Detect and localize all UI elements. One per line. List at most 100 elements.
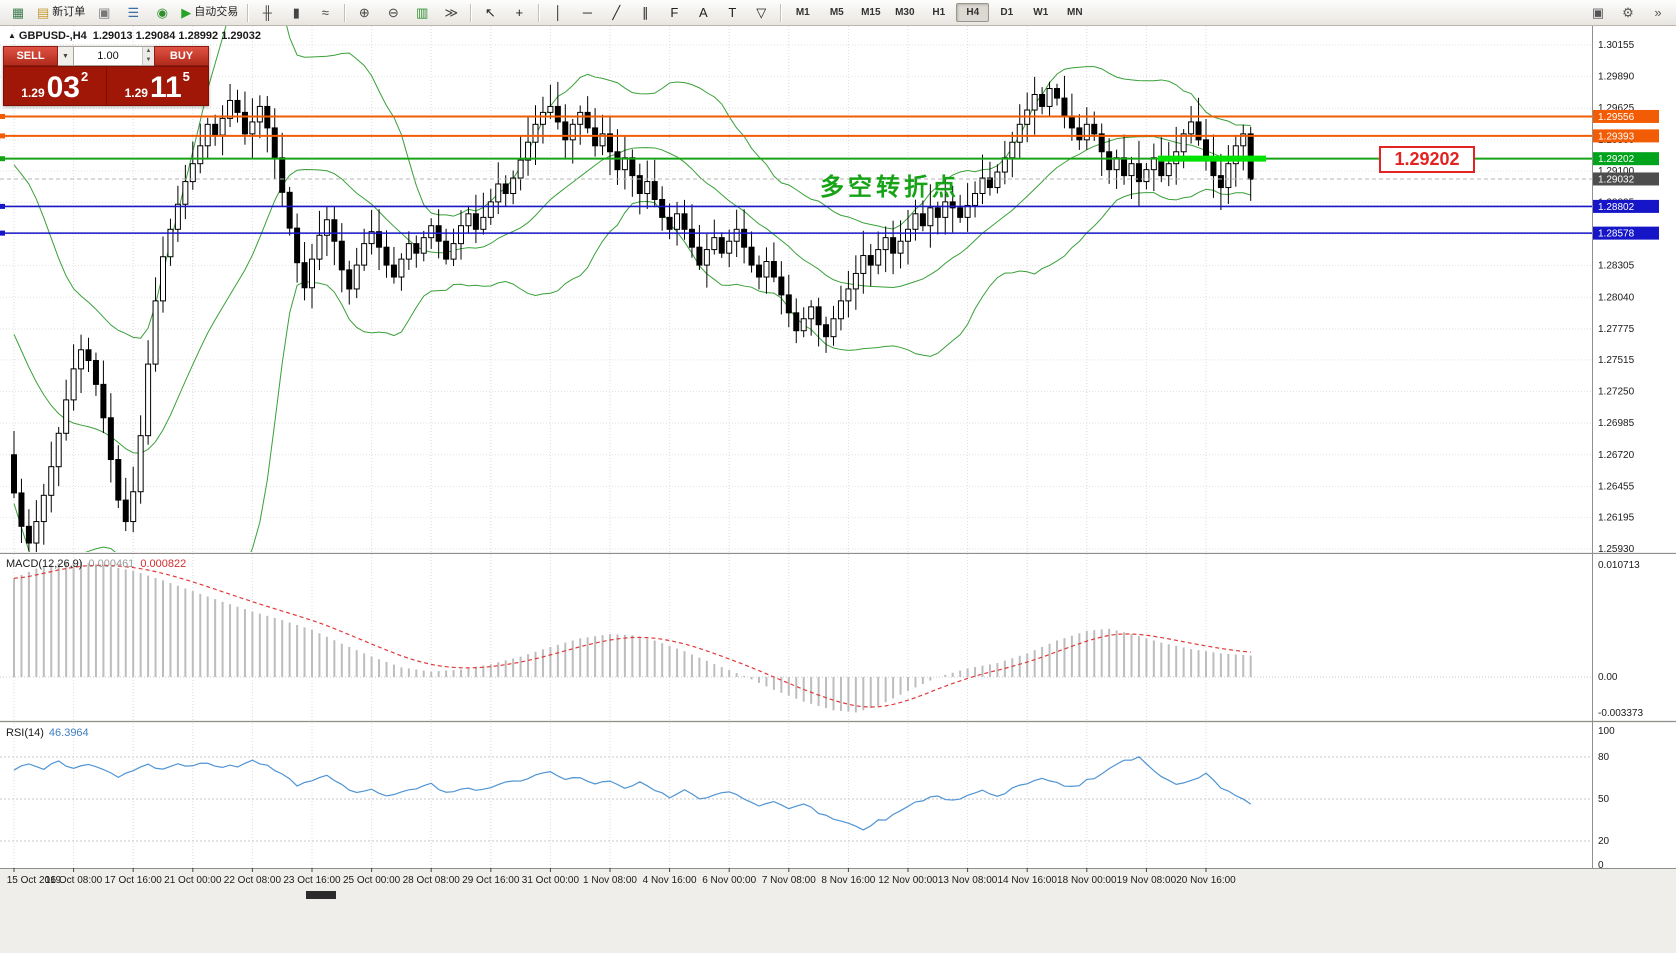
timeframe-h4-button[interactable]: H4 — [956, 3, 990, 22]
cursor-button[interactable]: ↖ — [476, 2, 504, 24]
horizontal-line-button-icon: ─ — [582, 5, 592, 20]
macd-axis-label: -0.003373 — [1598, 708, 1643, 719]
new-chart-button-icon: ▦ — [11, 5, 25, 20]
timeframe-m15-button[interactable]: M15 — [861, 7, 881, 18]
candle — [793, 312, 800, 332]
buy-price[interactable]: 1.29 11 5 — [107, 67, 209, 105]
timeframe-mn-button[interactable]: MN — [1067, 7, 1083, 18]
candle — [882, 237, 889, 251]
candle — [107, 417, 114, 461]
candle — [63, 399, 70, 434]
price-tag — [1593, 199, 1659, 213]
line-handle[interactable] — [0, 230, 5, 236]
candle — [979, 177, 986, 195]
time-axis-label: 16 Oct 08:00 — [45, 875, 103, 886]
text-button[interactable]: A — [689, 2, 717, 24]
candle — [48, 466, 55, 496]
rsi-axis-label: 100 — [1598, 726, 1615, 737]
spinner-down-icon[interactable]: ▼ — [143, 56, 154, 65]
candle — [1106, 151, 1113, 171]
candle — [271, 127, 278, 159]
new-chart-button[interactable]: ▦ — [4, 2, 32, 24]
price-level-annotation-box[interactable]: 1.29202 — [1379, 146, 1475, 173]
candle — [1203, 139, 1209, 159]
candle — [577, 111, 584, 125]
trendline-button[interactable]: ╱ — [602, 2, 630, 24]
candle — [122, 499, 129, 523]
channel-button[interactable]: ∥ — [631, 2, 659, 24]
buy-button[interactable]: BUY — [154, 46, 209, 66]
candle — [547, 105, 554, 113]
candle — [815, 306, 822, 326]
candle — [763, 261, 770, 278]
volume-dropdown-button[interactable]: ▼ — [58, 46, 74, 66]
candle — [152, 300, 159, 365]
timeframe-m1-button[interactable]: M1 — [795, 7, 810, 18]
chart-shift-button[interactable]: ≫ — [437, 2, 465, 24]
spinner-up-icon[interactable]: ▲ — [143, 47, 154, 56]
cursor-button-icon: ↖ — [484, 5, 496, 20]
auto-scroll-button[interactable]: ▥ — [408, 2, 436, 24]
turning-point-annotation: 多空转折点 — [820, 174, 960, 201]
line-handle[interactable] — [0, 113, 5, 119]
timeframe-d1-button[interactable]: D1 — [1000, 7, 1014, 18]
crosshair-button[interactable]: + — [505, 2, 533, 24]
toolbar-overflow-button[interactable]: » — [1644, 2, 1672, 24]
refresh-button[interactable]: ◉ — [148, 2, 176, 24]
time-axis-label: 7 Nov 08:00 — [762, 875, 816, 886]
volume-input[interactable]: 1.00 ▲ ▼ — [74, 46, 154, 66]
label-button-icon: T — [728, 5, 737, 20]
candle — [562, 121, 569, 141]
candle — [905, 228, 911, 242]
timeframe-m30-button[interactable]: M30 — [895, 7, 915, 18]
vertical-line-button[interactable]: │ — [544, 2, 572, 24]
bollinger-line — [13, 188, 1251, 552]
candle — [383, 246, 390, 266]
line-handle[interactable] — [0, 133, 5, 139]
candle — [748, 246, 755, 266]
time-axis-label: 25 Oct 00:00 — [343, 875, 401, 886]
candle — [897, 240, 904, 254]
new-order-button[interactable]: ▤ 新订单 — [33, 2, 89, 24]
volume-value[interactable]: 1.00 — [97, 50, 119, 62]
price-tag-label: 1.29202 — [1598, 154, 1635, 165]
timeframe-h1-button[interactable]: H1 — [932, 7, 946, 18]
chart-scrollbar-thumb[interactable] — [306, 891, 336, 899]
settings-button[interactable]: ⚙ — [1614, 2, 1642, 24]
candle — [711, 237, 718, 251]
profiles-button[interactable]: ☰ — [119, 2, 147, 24]
timeframe-w1-button[interactable]: W1 — [1033, 7, 1049, 18]
zoom-out-button[interactable]: ⊖ — [379, 2, 407, 24]
candle-chart-button[interactable]: ▮ — [282, 2, 310, 24]
candle — [338, 240, 345, 271]
time-axis-label: 15 Oct 2019 — [7, 875, 62, 886]
chart-window-button[interactable]: ▣ — [90, 2, 118, 24]
candle — [756, 264, 762, 278]
toolbar-right-cluster: ▣ ⚙ » — [1584, 2, 1672, 24]
shapes-button[interactable]: ▽ — [747, 2, 775, 24]
volume-spinner[interactable]: ▲ ▼ — [142, 47, 154, 65]
candle — [972, 193, 979, 206]
candle — [1128, 163, 1135, 177]
symbol-info: ▲ GBPUSD-,H4 1.29013 1.29084 1.28992 1.290… — [8, 30, 261, 42]
label-button[interactable]: T — [718, 2, 746, 24]
timeframe-m5-button[interactable]: M5 — [829, 7, 844, 18]
macd-axis-label: 0.00 — [1598, 672, 1618, 683]
settings-button-icon: ⚙ — [1622, 5, 1634, 20]
strategy-tester-button[interactable]: ▣ — [1584, 2, 1612, 24]
fibonacci-button[interactable]: F — [660, 2, 688, 24]
auto-trading-button[interactable]: ▶ 自动交易 — [177, 2, 242, 24]
candle — [301, 262, 308, 289]
sell-button[interactable]: SELL — [3, 46, 58, 66]
bar-chart-button[interactable]: ╫ — [253, 2, 281, 24]
sell-price[interactable]: 1.29 03 2 — [4, 67, 107, 105]
line-chart-button[interactable]: ≈ — [311, 2, 339, 24]
candle — [346, 269, 353, 290]
horizontal-line-button[interactable]: ─ — [573, 2, 601, 24]
zoom-in-button[interactable]: ⊕ — [350, 2, 378, 24]
collapse-triangle-icon[interactable]: ▲ — [8, 31, 16, 40]
line-handle[interactable] — [0, 203, 5, 209]
line-handle[interactable] — [0, 156, 5, 162]
toolbar-separator — [247, 3, 249, 22]
